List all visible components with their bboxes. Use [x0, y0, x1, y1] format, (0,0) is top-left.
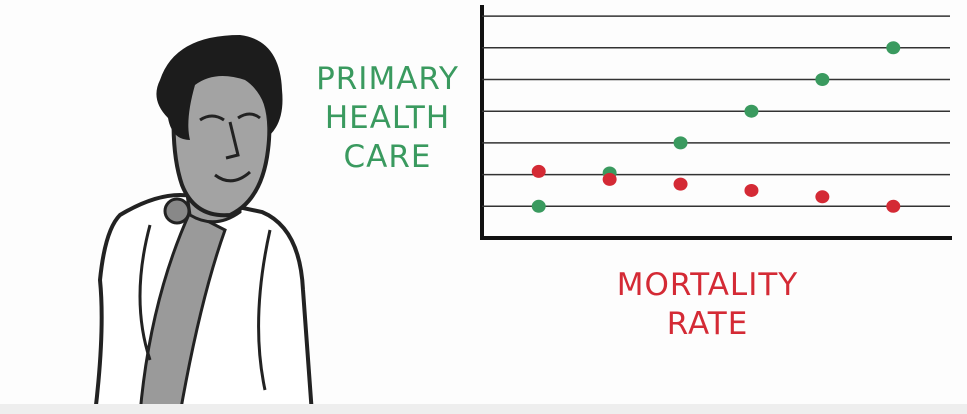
point — [886, 41, 901, 55]
series-label: PRIMARY HEALTH CARE — [316, 61, 459, 175]
bottom-bar — [0, 404, 967, 414]
hair — [156, 35, 283, 140]
point — [673, 136, 688, 150]
series-label: MORTALITY RATE — [616, 267, 799, 342]
nose — [225, 121, 240, 160]
point — [531, 199, 546, 213]
point — [886, 199, 901, 213]
point — [531, 164, 546, 178]
point — [744, 104, 759, 118]
mouth — [214, 170, 251, 183]
stethoscope — [163, 197, 191, 225]
point — [815, 72, 830, 86]
point — [602, 172, 617, 186]
point — [744, 183, 759, 197]
eyes — [199, 112, 261, 122]
coat-lines — [138, 224, 272, 391]
point — [815, 190, 830, 204]
point — [673, 177, 688, 191]
